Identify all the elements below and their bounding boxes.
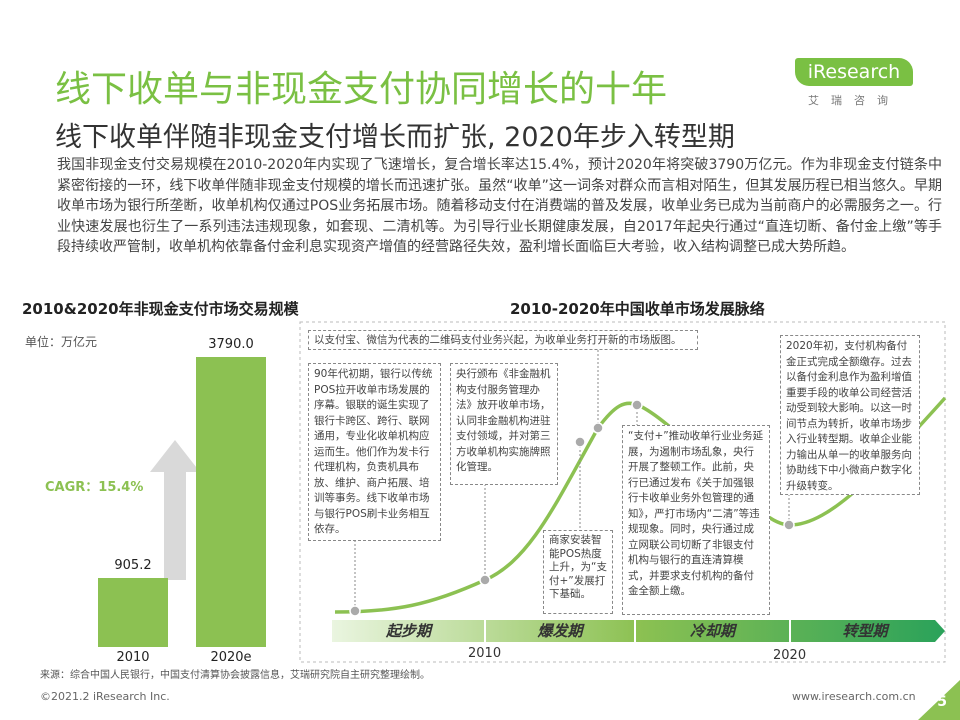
logo-text: iResearch bbox=[807, 61, 901, 83]
bar-category-label: 2010 bbox=[116, 650, 150, 665]
note-qr-payment: 以支付宝、微信为代表的二维码支付业务兴起，为收单业务打开新的市场版图。 bbox=[308, 330, 698, 350]
website: www.iresearch.com.cn bbox=[792, 690, 916, 703]
growth-arrow-icon bbox=[150, 440, 200, 580]
year-2010: 2010 bbox=[468, 646, 502, 661]
page-title: 线下收单与非现金支付协同增长的十年 bbox=[55, 69, 668, 110]
timeline-frame bbox=[299, 321, 946, 663]
phase-transition: 转型期 bbox=[842, 622, 888, 640]
year-2020: 2020 bbox=[773, 648, 807, 663]
timeline-point bbox=[631, 399, 643, 411]
note-transition: 2020年初，支付机构备付金正式完成全额缴存。过去以备付金利息作为盈利增值重要手… bbox=[780, 335, 920, 495]
phase-startup: 起步期 bbox=[385, 622, 431, 640]
page-number-badge: 5 bbox=[918, 680, 960, 720]
chart-unit: 单位：万亿元 bbox=[25, 335, 98, 349]
note-smart-pos: 商家安装智能POS热度上升，为“支付+”发展打下基础。 bbox=[543, 530, 613, 614]
note-pay-plus: “支付+”推动收单行业业务延展，为遏制市场乱象，央行开展了整顿工作。此前，央行已… bbox=[622, 425, 770, 615]
page-subtitle: 线下收单伴随非现金支付增长而扩张, 2020年步入转型期 bbox=[55, 122, 735, 153]
note-regulation: 央行颁布《非金融机构支付服务管理办法》放开收单市场，认同非金融机构进驻支付领域，… bbox=[450, 363, 558, 485]
timeline-point bbox=[479, 574, 491, 586]
brand-logo: iResearch bbox=[795, 58, 913, 86]
left-section-title: 2010&2020年非现金支付市场交易规模 bbox=[22, 300, 299, 318]
bar-category-label: 2020e bbox=[210, 650, 252, 665]
copyright: ©2021.2 iResearch Inc. bbox=[40, 690, 170, 703]
bar-value-label: 905.2 bbox=[114, 558, 152, 573]
page-number: 5 bbox=[937, 694, 947, 710]
cagr-annotation: CAGR：15.4% bbox=[45, 480, 144, 495]
timeline-point bbox=[349, 605, 361, 617]
bar-2010 bbox=[98, 578, 168, 647]
intro-paragraph: 我国非现金支付交易规模在2010-2020年内实现了飞速增长，复合增长率达15.… bbox=[57, 157, 942, 255]
logo-subtext: 艾瑞咨询 bbox=[808, 94, 900, 107]
note-pos-early: 90年代初期，银行以传统POS拉开收单市场发展的序幕。银联的诞生实现了银行卡跨区… bbox=[308, 363, 441, 541]
phase-boom: 爆发期 bbox=[537, 622, 583, 640]
bar-2020e bbox=[196, 357, 266, 647]
timeline-point bbox=[592, 422, 604, 434]
timeline-point bbox=[783, 519, 795, 531]
source-note: 来源：综合中国人民银行，中国支付清算协会披露信息，艾瑞研究院自主研究整理绘制。 bbox=[40, 670, 430, 681]
right-section-title: 2010-2020年中国收单市场发展脉络 bbox=[510, 300, 765, 318]
bar-value-label: 3790.0 bbox=[208, 337, 254, 352]
phase-cooldown: 冷却期 bbox=[689, 622, 735, 640]
timeline-point bbox=[574, 436, 586, 448]
